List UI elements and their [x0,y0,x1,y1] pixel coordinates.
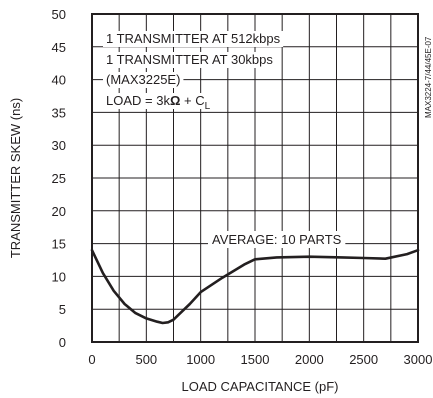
legend-line-3: (MAX3225E) [106,72,180,87]
legend-line-2: 1 TRANSMITTER AT 30kbps [106,52,273,67]
y-axis-label: TRANSMITTER SKEW (ns) [8,98,23,258]
figure-id: MAX3224-7/44/45E-07 [424,36,433,118]
x-tick-label: 2500 [349,352,378,367]
series-line [90,248,420,325]
legend-line-1: 1 TRANSMITTER AT 512kbps [106,31,281,46]
y-tick-label: 15 [52,237,66,252]
average-annotation: AVERAGE: 10 PARTS [208,231,346,248]
load-subscript: L [205,101,211,112]
x-axis-ticks: 0 500 1000 1500 2000 2500 3000 [88,352,432,367]
load-prefix: LOAD = 3k [106,93,170,108]
omega-symbol: Ω [170,93,180,108]
series-layer [90,248,420,325]
y-tick-label: 0 [59,335,66,350]
y-tick-label: 50 [52,7,66,22]
y-tick-label: 10 [52,269,66,284]
x-tick-label: 3000 [404,352,433,367]
y-tick-label: 20 [52,204,66,219]
x-tick-label: 1000 [186,352,215,367]
x-tick-label: 500 [135,352,157,367]
legend-block: 1 TRANSMITTER AT 512kbps 1 TRANSMITTER A… [103,31,284,112]
x-axis-label: LOAD CAPACITANCE (pF) [182,379,339,394]
x-tick-label: 0 [88,352,95,367]
average-annotation-text: AVERAGE: 10 PARTS [212,232,342,247]
y-tick-label: 25 [52,171,66,186]
load-plus-c: + C [180,93,204,108]
y-tick-label: 30 [52,138,66,153]
x-tick-label: 2000 [295,352,324,367]
y-tick-label: 35 [52,105,66,120]
plot-frame [91,13,419,343]
y-tick-label: 45 [52,40,66,55]
x-tick-label: 1500 [241,352,270,367]
y-axis-ticks: 0 5 10 15 20 25 30 35 40 45 50 [52,7,66,350]
load-condition-label: LOAD = 3kΩ + CL [106,93,211,112]
y-tick-label: 40 [52,73,66,88]
y-tick-label: 5 [59,302,66,317]
